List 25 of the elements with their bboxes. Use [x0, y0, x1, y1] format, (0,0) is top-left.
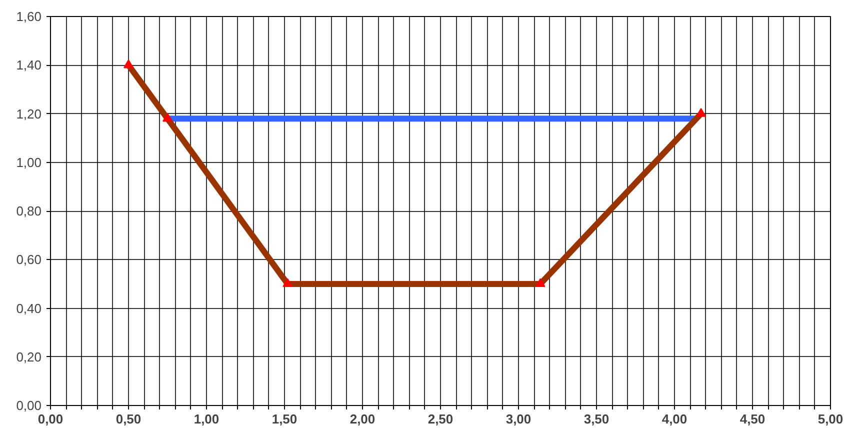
x-tick-label: 5,00 [818, 412, 844, 426]
x-tick-label: 1,50 [272, 412, 298, 426]
x-tick-label: 4,50 [740, 412, 766, 426]
point [535, 278, 546, 288]
y-tick-label: 0,40 [16, 300, 42, 316]
y-tick-label: 1,60 [16, 9, 42, 24]
x-tick-label: 4,00 [662, 412, 688, 426]
x-tick-label: 2,00 [350, 412, 376, 426]
x-tick-label: 0,50 [116, 412, 142, 426]
x-tick-label: 2,50 [428, 412, 454, 426]
y-tick-label: 1,00 [16, 154, 42, 170]
y-tick-label: 0,80 [16, 204, 42, 218]
x-tick-label: 3,00 [506, 412, 532, 426]
point [696, 108, 706, 117]
y-tick-label: 0,00 [16, 398, 42, 413]
y-tick-label: 0,60 [16, 252, 42, 268]
point [124, 59, 134, 68]
y-tick-label: 1,20 [16, 106, 42, 122]
x-tick-label: 1,00 [194, 412, 220, 426]
x-tick-label: 3,50 [584, 412, 610, 426]
y-tick-label: 1,40 [16, 58, 42, 73]
point [282, 278, 293, 288]
point [162, 112, 172, 122]
x-tick-label: 0,00 [38, 412, 64, 426]
y-tick-label: 0,20 [16, 349, 42, 364]
